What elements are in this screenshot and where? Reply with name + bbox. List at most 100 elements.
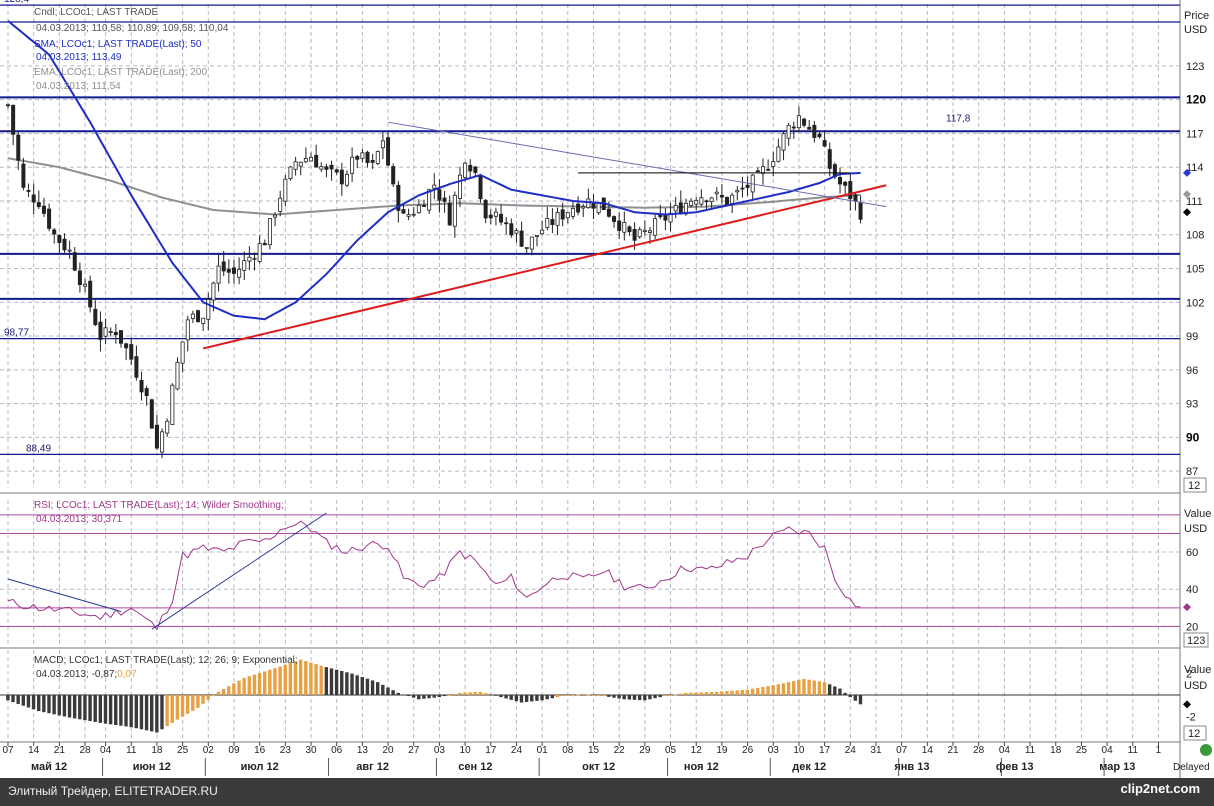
macd-bar [185,695,190,714]
macd-bar [381,684,385,695]
candle-body [499,213,504,223]
footer-logo: clip2net.com [1120,781,1200,796]
candle-body [822,140,827,147]
candle-body [237,268,242,278]
macd-bar [16,695,20,704]
macd-bar [761,686,765,695]
macd-bar [401,694,406,696]
candle-body [637,229,642,238]
macd-bar [807,679,811,695]
macd-bar [483,693,488,695]
sma-50-layer [7,20,861,321]
macd-bar [781,683,786,695]
candle-body [694,200,699,205]
candle-body [447,202,452,226]
candle-body [555,212,560,226]
macd-bar [386,687,390,695]
macd-bar [833,686,837,695]
delayed-label: Delayed [1173,762,1210,773]
candle-body [411,213,416,216]
macd-bar [304,661,308,695]
x-tick-label: 21 [947,745,959,756]
candle-body [463,162,468,178]
candle-body [596,202,601,214]
price-marker [1183,190,1191,199]
candle-body [93,308,98,325]
candle-body [689,200,694,206]
x-tick-label: 04 [100,745,112,756]
macd-bar [745,689,750,695]
macd-bar [648,695,652,700]
candle-body [699,197,704,205]
candle-body [612,216,617,222]
rsi-axis-header-1: Value [1184,508,1211,520]
month-label: сен 12 [458,761,492,773]
macd-bar [72,695,77,719]
candle-body [622,222,627,233]
macd-bar [314,664,318,695]
macd-bar [324,667,329,695]
x-tick-label: 30 [305,745,317,756]
candle-body [468,164,473,172]
macd-bar [535,695,539,701]
x-tick-label: 08 [562,745,574,756]
macd-bar [309,662,313,695]
candle-body [314,154,319,168]
macd-bar [694,692,698,695]
candle-body [581,206,586,209]
macd-bar [684,692,688,695]
macd-bar [812,680,816,695]
macd-bar [591,695,596,696]
macd-bar [586,694,590,696]
level-label: 88,49 [26,443,51,454]
candle-body [401,209,406,214]
macd-bar [792,681,796,695]
macd-bar [601,695,606,697]
candle-body [103,327,108,337]
macd-bar [848,695,852,698]
macd-y-tick-label: -2 [1186,711,1196,723]
candle-body [550,219,555,225]
macd-bar [268,669,272,695]
candle-body [344,173,349,186]
candle-body [226,268,231,273]
macd-bar [478,691,483,695]
candle-body [134,356,139,378]
candle-body [319,166,324,170]
macd-bar [725,691,729,695]
macd-bar [375,682,380,695]
candle-body [791,126,796,129]
level-label: 117,8 [946,113,971,124]
macd-legend-values: 04.03.2013; -0,87;0,07 [36,669,137,680]
candle-body [540,229,545,235]
candle-body [514,230,519,234]
macd-bar [319,665,323,695]
price-y-tick-label: 99 [1186,331,1198,343]
candle-body [493,211,498,217]
candle-body [725,196,730,206]
macd-bar [329,668,334,695]
macd-bar [740,690,745,695]
candle-body [139,379,144,393]
macd-bar [144,695,149,731]
x-tick-label: 24 [845,745,857,756]
candle-body [201,317,206,324]
macd-bar [88,695,92,722]
candle-body [457,174,462,199]
macd-bar [473,692,477,695]
x-tick-label: 28 [79,745,91,756]
macd-bar [391,690,395,695]
candle-body [406,214,411,217]
macd-bar [160,695,164,730]
macd-bar [42,695,46,713]
x-tick-label: 11 [1128,745,1139,756]
macd-bar [622,695,626,700]
macd-legend-prefix: 04.03.2013; -0,87; [36,669,117,680]
x-tick-label: 26 [742,745,754,756]
x-tick-label: 04 [1102,745,1114,756]
x-tick-label: 03 [768,745,780,756]
candle-body [355,156,360,160]
macd-bar [31,695,36,710]
candle-body [755,170,760,173]
x-tick-label: 22 [614,745,626,756]
